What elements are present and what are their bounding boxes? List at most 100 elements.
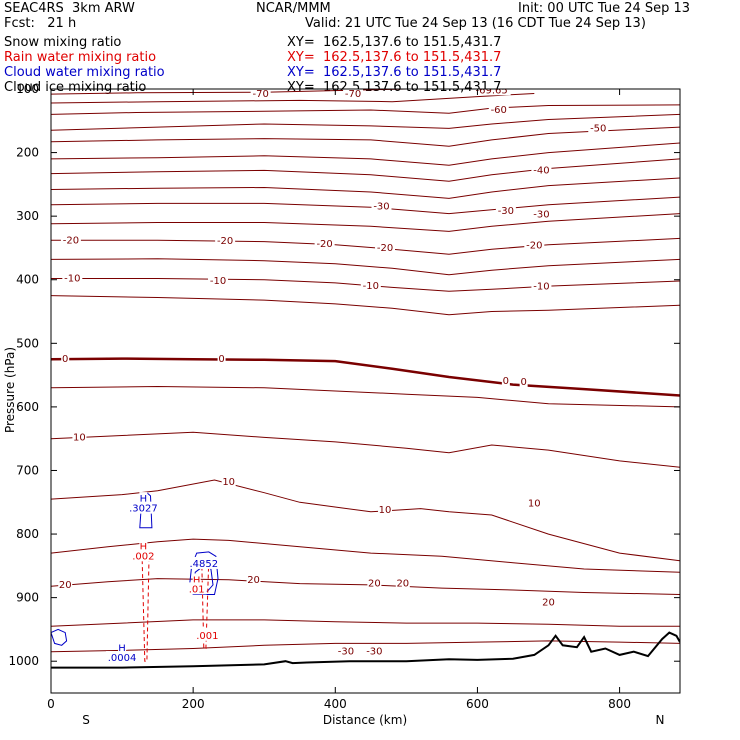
rain-water-contour bbox=[141, 552, 150, 662]
contour-label: -20 bbox=[316, 239, 332, 250]
contour-label-bg bbox=[519, 375, 528, 388]
init-label: Init: 00 UTC Tue 24 Sep 13 bbox=[518, 1, 691, 16]
isotherm-line bbox=[51, 213, 680, 232]
isotherm-line bbox=[51, 158, 680, 182]
contour-label-bg bbox=[371, 199, 392, 212]
y-tick-label: 1000 bbox=[8, 654, 39, 668]
contour-label: 20 bbox=[368, 579, 381, 590]
contour-label-bg bbox=[531, 279, 552, 292]
y-tick-label: 200 bbox=[16, 146, 39, 160]
contour-label: .002 bbox=[132, 551, 154, 562]
y-tick-label: 100 bbox=[16, 82, 39, 96]
contour-label-bg bbox=[139, 492, 148, 505]
contour-label: 0 bbox=[520, 377, 526, 388]
contour-label: 20 bbox=[396, 579, 409, 590]
contour-label: -10 bbox=[363, 281, 379, 292]
endpoint-right-label: N bbox=[656, 713, 665, 727]
y-tick-label: 500 bbox=[16, 336, 39, 350]
valid-label: Valid: 21 UTC Tue 24 Sep 13 (16 CDT Tue … bbox=[305, 16, 646, 31]
contour-label: 0 bbox=[503, 376, 509, 387]
contour-label: -60 bbox=[491, 105, 507, 116]
contour-label-bg bbox=[130, 549, 157, 562]
isotherm-line bbox=[51, 295, 680, 316]
contour-label: -10 bbox=[210, 276, 226, 287]
contour-label-bg bbox=[106, 651, 139, 664]
contour-label-bg bbox=[472, 89, 511, 96]
contour-label-bg bbox=[531, 163, 552, 176]
contour-label-bg bbox=[127, 501, 160, 514]
contour-label: -30 bbox=[373, 202, 389, 213]
contour-label: -20 bbox=[217, 236, 233, 247]
field-cloudwater-name: Cloud water mixing ratio bbox=[4, 65, 165, 80]
isotherm-line bbox=[51, 126, 680, 147]
contour-label: 0 bbox=[218, 354, 224, 365]
plot-series-group: -70 -70 -69.65 -60 -50 -40 -30 -30 -30 -20 -20 -20 -… bbox=[51, 85, 680, 669]
contour-label-bg bbox=[208, 274, 229, 287]
contour-label-bg bbox=[246, 572, 261, 585]
contour-label-bg bbox=[187, 556, 220, 569]
isotherm-line bbox=[51, 640, 680, 653]
contour-label: -69.65 bbox=[476, 85, 508, 96]
y-tick-label: 700 bbox=[16, 463, 39, 477]
x-tick-label: 0 bbox=[47, 697, 55, 711]
contour-label-bg bbox=[531, 207, 552, 220]
contour-label-bg bbox=[186, 582, 207, 595]
contour-label-bg bbox=[61, 352, 70, 365]
contour-label: 10 bbox=[222, 477, 235, 488]
y-tick-label: 600 bbox=[16, 400, 39, 414]
contour-label: -70 bbox=[345, 89, 361, 100]
contour-label-bg bbox=[367, 576, 382, 589]
axes: 0 200 400 600 800100200300400500600700800900… bbox=[8, 82, 680, 711]
contour-label: H bbox=[140, 542, 148, 553]
contour-label-bg bbox=[343, 89, 364, 100]
field-snow-name: Snow mixing ratio bbox=[4, 35, 122, 50]
isotherm-line bbox=[51, 385, 680, 408]
contour-label-bg bbox=[194, 628, 221, 641]
contour-label: -50 bbox=[590, 123, 606, 134]
isotherm-line bbox=[51, 196, 680, 215]
contour-label: -30 bbox=[338, 647, 354, 658]
contour-label-bg bbox=[62, 271, 83, 284]
isotherm-line bbox=[51, 619, 680, 627]
x-axis-title: Distance (km) bbox=[323, 713, 407, 727]
contour-label-bg bbox=[395, 576, 410, 589]
endpoint-left-label: S bbox=[82, 713, 90, 727]
org-label: NCAR/MMM bbox=[256, 1, 331, 16]
contour-label: 10 bbox=[379, 505, 392, 516]
contour-label: -40 bbox=[533, 165, 549, 176]
field-rain-xy: XY= 162.5,137.6 to 151.5,431.7 bbox=[287, 50, 502, 65]
cloud-water-contour bbox=[51, 628, 68, 646]
contour-label: H bbox=[193, 575, 201, 586]
plot-frame bbox=[50, 88, 681, 694]
contour-label-bg bbox=[378, 502, 393, 515]
y-axis-title: Pressure (hPa) bbox=[3, 347, 17, 433]
contour-label-bg bbox=[221, 474, 236, 487]
contour-label-bg bbox=[118, 641, 127, 654]
contour-label-bg bbox=[501, 373, 510, 386]
contour-label-bg bbox=[335, 644, 356, 657]
contour-label: -10 bbox=[533, 282, 549, 293]
contour-label-bg bbox=[58, 577, 73, 590]
plot-marks: -70 -70 -69.65 -60 -50 -40 -30 -30 -30 -20 -20 -20 -… bbox=[51, 85, 680, 669]
contour-label-bg bbox=[495, 204, 516, 217]
contour-label: .01 bbox=[189, 584, 205, 595]
contour-label-bg bbox=[72, 430, 87, 443]
isotherm-line bbox=[51, 578, 680, 595]
contour-label-bg bbox=[360, 279, 381, 292]
y-tick-label: 400 bbox=[16, 273, 39, 287]
contour-label: -70 bbox=[252, 89, 268, 100]
x-tick-label: 200 bbox=[182, 697, 205, 711]
contour-label-bg bbox=[60, 233, 81, 246]
contour-label: 20 bbox=[542, 598, 555, 609]
x-tick-label: 800 bbox=[608, 697, 631, 711]
y-tick-label: 900 bbox=[16, 591, 39, 605]
contour-label-bg bbox=[541, 595, 556, 608]
contour-label: 10 bbox=[73, 432, 86, 443]
field-snow-xy: XY= 162.5,137.6 to 151.5,431.7 bbox=[287, 35, 502, 50]
contour-label: 0 bbox=[62, 354, 68, 365]
isotherm-line bbox=[51, 142, 680, 166]
contour-label-bg bbox=[524, 238, 545, 251]
isotherm-line bbox=[51, 237, 680, 255]
contour-label: -30 bbox=[533, 209, 549, 220]
